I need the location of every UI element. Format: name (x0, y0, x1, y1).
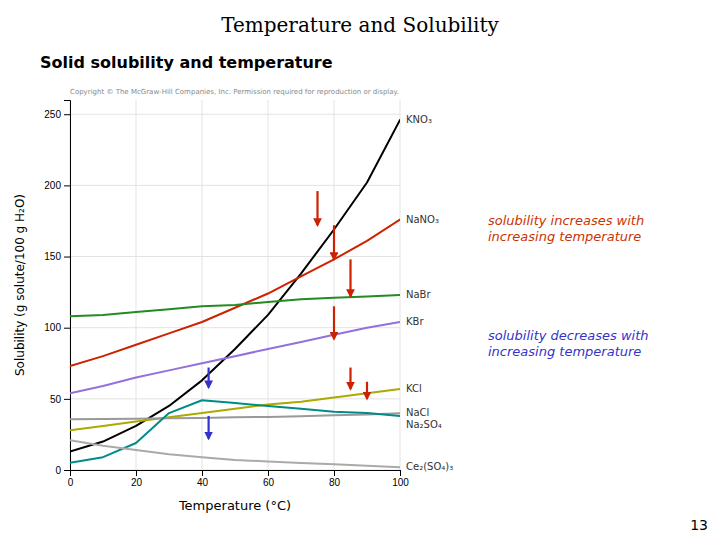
title: Temperature and Solubility (221, 13, 499, 37)
x-tick-label: 60 (263, 477, 275, 488)
series-line (70, 389, 400, 430)
x-axis: 0 20 40 60 80 100 (68, 470, 410, 488)
x-tick-label: 80 (329, 477, 341, 488)
y-tick-label: 0 (55, 465, 61, 476)
x-tick-mark (334, 470, 335, 476)
x-tick: 60 (263, 470, 275, 488)
arrow (366, 382, 368, 399)
arrow (316, 191, 318, 225)
grid-line-x (400, 100, 401, 470)
y-tick-mark (64, 470, 70, 471)
y-tick: 150 (44, 251, 70, 262)
grid (70, 100, 400, 470)
y-tick-label: 100 (44, 322, 61, 333)
y-tick-label: 200 (44, 180, 61, 191)
curve-label: NaCl (406, 407, 429, 418)
series-line (70, 220, 400, 367)
grid-line-y (70, 256, 400, 257)
x-tick: 20 (131, 470, 143, 488)
series-line (70, 413, 400, 419)
arrows (209, 191, 367, 439)
annotation: solubility decreases withincreasing temp… (488, 328, 649, 359)
curve-labels: KNO₃ NaNO₃ NaBr KBr KCl NaClNa₂SO₄ Ce₂(SO₄)₃ (406, 114, 453, 472)
x-tick-label: 20 (131, 477, 143, 488)
y-tick-label: 50 (50, 394, 62, 405)
copyright: Copyright © The McGraw-Hill Companies, I… (70, 88, 399, 96)
curve-label: NaNO₃ (406, 214, 439, 225)
y-tick: 250 (44, 109, 70, 120)
series-line (70, 400, 400, 463)
curve-label: Ce₂(SO₄)₃ (406, 461, 453, 472)
y-tick-label: 150 (44, 251, 61, 262)
y-tick-mark (64, 399, 70, 400)
x-tick: 40 (197, 470, 209, 488)
x-tick-mark (136, 470, 137, 476)
x-tick-label: 0 (68, 477, 74, 488)
arrow (208, 416, 210, 439)
x-axis-line (71, 471, 401, 477)
y-tick: 50 (50, 394, 70, 405)
y-tick-mark (64, 114, 70, 115)
arrow (333, 225, 335, 259)
chart: Temperature and Solubility Solid solubili… (0, 0, 720, 540)
y-tick-mark (64, 257, 70, 258)
x-tick-mark (202, 470, 203, 476)
arrow (333, 306, 335, 339)
arrow (349, 368, 351, 389)
grid-line-y (70, 114, 400, 115)
x-tick: 80 (329, 470, 341, 488)
plot-area (70, 120, 400, 467)
grid-line-x (202, 100, 203, 470)
series-line (70, 295, 400, 316)
arrow (349, 259, 351, 296)
curve-label: KNO₃ (406, 114, 432, 125)
subtitle: Solid solubility and temperature (40, 53, 333, 72)
series-line (70, 322, 400, 393)
y-tick-mark (64, 328, 70, 329)
y-tick-mark (64, 185, 70, 186)
curve-label: KBr (406, 316, 424, 327)
x-axis-title: Temperature (°C) (178, 498, 291, 513)
y-axis: 0 50 100 150 200 250 (44, 101, 70, 476)
arrow (208, 368, 210, 388)
y-axis-line (64, 101, 71, 471)
curve-label: KCl (406, 383, 422, 394)
grid-line-y (70, 327, 400, 328)
grid-line-x (136, 100, 137, 470)
x-tick-mark (268, 470, 269, 476)
series-line (70, 440, 400, 467)
x-tick: 100 (392, 470, 409, 488)
grid-line-y (70, 185, 400, 186)
x-tick: 0 (68, 470, 74, 488)
y-tick: 200 (44, 180, 70, 191)
x-tick-mark (400, 470, 401, 476)
curve-label: NaBr (406, 289, 431, 300)
grid-line-x (268, 100, 269, 470)
y-tick: 100 (44, 322, 70, 333)
y-axis-title: Solubility (g solute/100 g H₂O) (13, 194, 27, 376)
y-tick-label: 250 (44, 109, 61, 120)
y-tick: 0 (55, 465, 70, 476)
x-tick-label: 40 (197, 477, 209, 488)
page-number: 13 (690, 517, 708, 533)
annotation: solubility increases withincreasing temp… (488, 213, 644, 244)
series-line (70, 120, 400, 452)
curve-label: Na₂SO₄ (406, 419, 442, 430)
grid-line-y (70, 398, 400, 399)
x-tick-label: 100 (392, 477, 409, 488)
